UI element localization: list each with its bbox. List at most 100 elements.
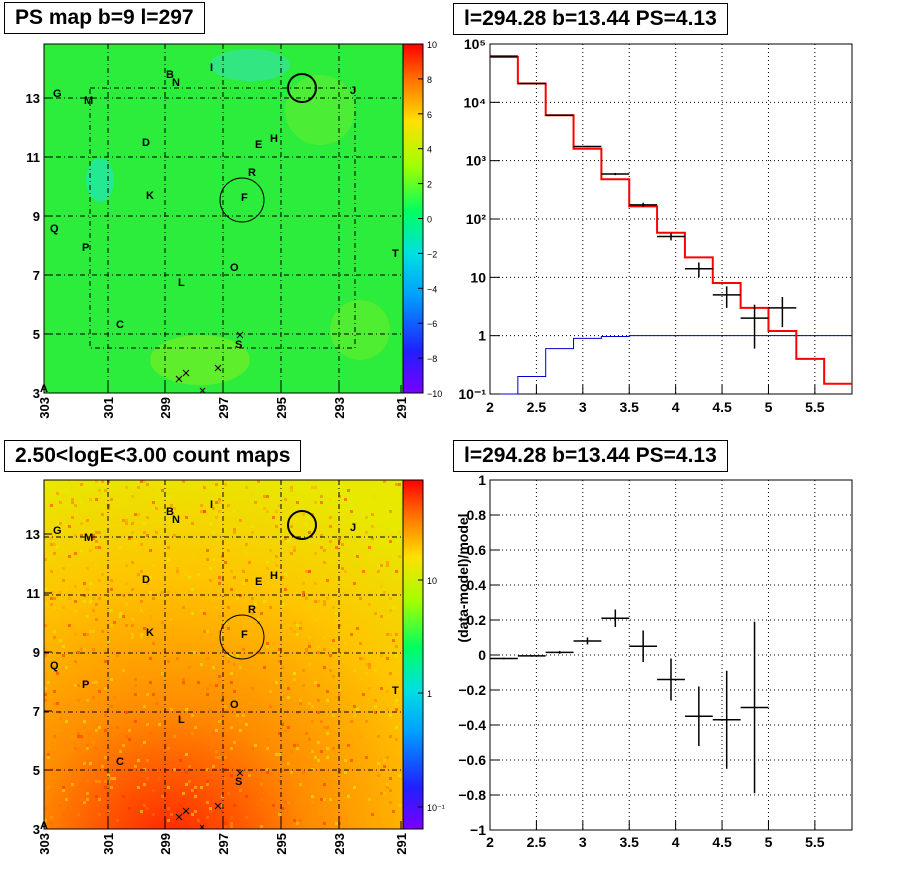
count-map-pixel: [140, 570, 143, 573]
count-map-pixel: [53, 630, 56, 633]
count-map-pixel: [131, 495, 134, 498]
count-map-pixel: [296, 624, 299, 627]
count-map-pixel: [380, 687, 383, 690]
count-map-pixel: [128, 738, 131, 741]
count-map-pixel: [152, 501, 155, 504]
count-map-pixel: [305, 648, 308, 651]
count-map-pixel: [254, 501, 257, 504]
source-label-l: L: [178, 714, 185, 726]
count-map-pixel: [398, 774, 401, 777]
spectrum-title: l=294.28 b=13.44 PS=4.13: [453, 3, 728, 35]
count-map-pixel: [248, 702, 251, 705]
count-map-pixel: [233, 576, 236, 579]
count-map-pixel: [89, 498, 92, 501]
count-map-pixel: [302, 594, 305, 597]
source-label-l: L: [178, 277, 185, 289]
count-map-pixel: [335, 696, 338, 699]
count-map-pixel: [386, 564, 389, 567]
count-map-pixel: [338, 693, 341, 696]
colorbar-tick-label: −8: [427, 354, 437, 364]
count-map-pixel: [140, 543, 143, 546]
count-map-pixel: [83, 726, 86, 729]
count-map-pixel: [53, 666, 56, 669]
spectrum-data-point: [490, 55, 518, 57]
count-map-pixel: [386, 786, 389, 789]
count-map-pixel: [230, 747, 233, 750]
count-map-pixel: [149, 657, 152, 660]
count-map-pixel: [398, 489, 401, 492]
count-map-pixel: [209, 522, 212, 525]
x-tick-label: 291: [394, 833, 409, 855]
count-map-pixel: [74, 552, 77, 555]
count-map-pixel: [221, 693, 224, 696]
residual-data-point: [629, 630, 658, 662]
count-map-pixel: [284, 537, 287, 540]
count-map-pixel: [200, 504, 203, 507]
count-map-pixel: [344, 570, 347, 573]
count-map-pixel: [365, 672, 368, 675]
count-map-pixel: [239, 519, 242, 522]
count-map-pixel: [209, 579, 212, 582]
count-map-pixel: [311, 486, 314, 489]
count-map-pixel: [338, 621, 341, 624]
count-map-pixel: [47, 756, 50, 759]
count-map-pixel: [263, 666, 266, 669]
count-map-pixel: [314, 681, 317, 684]
count-map-pixel: [50, 597, 53, 600]
count-map-pixel: [281, 813, 284, 816]
count-map-pixel: [74, 702, 77, 705]
count-map-pixel: [302, 513, 305, 516]
count-map-pixel: [179, 804, 182, 807]
colorbar-tick-label: 10⁻¹: [427, 803, 445, 813]
count-map-pixel: [233, 528, 236, 531]
count-map-pixel: [161, 621, 164, 624]
count-map-pixel: [59, 522, 62, 525]
count-map-pixel: [311, 750, 314, 753]
count-map-pixel: [359, 657, 362, 660]
count-map-pixel: [200, 609, 203, 612]
count-map-pixel: [50, 570, 53, 573]
spectrum-data-point: [629, 202, 658, 208]
count-map-pixel: [185, 750, 188, 753]
count-map-pixel: [62, 567, 65, 570]
count-map-pixel: [83, 762, 86, 765]
count-map-pixel: [170, 504, 173, 507]
count-map-pixel: [131, 522, 134, 525]
count-map-pixel: [50, 537, 53, 540]
count-map-pixel: [62, 651, 65, 654]
count-map-pixel: [224, 483, 227, 486]
count-map-pixel: [50, 816, 53, 819]
colorbar-tick-label: 2: [427, 180, 432, 190]
spectrum-x-tick-label: 5.5: [805, 399, 825, 415]
count-map-pixel: [254, 600, 257, 603]
count-map-pixel: [266, 747, 269, 750]
x-tick-label: 293: [332, 833, 347, 855]
count-map-pixel: [356, 627, 359, 630]
count-map-pixel: [182, 792, 185, 795]
count-map-pixel: [374, 705, 377, 708]
source-label-t: T: [392, 685, 399, 697]
count-map-pixel: [86, 567, 89, 570]
count-map-pixel: [290, 627, 293, 630]
count-map-pixel: [194, 795, 197, 798]
spectrum-data-point: [573, 145, 602, 148]
residual-panel: 2 2.5 3 3.5 4 4.5 5 5.5 −1 −0.8 −0.6 −0.4 −0.2 0 0.2 0.…: [455, 472, 853, 850]
count-map-pixel: [281, 504, 284, 507]
count-map-pixel: [233, 531, 236, 534]
x-tick-label: 297: [216, 397, 231, 419]
count-map-pixel: [167, 540, 170, 543]
count-map-pixel: [359, 807, 362, 810]
count-map-pixel: [302, 684, 305, 687]
residual-axes: 2 2.5 3 3.5 4 4.5 5 5.5 −1 −0.8 −0.6 −0.4 −0.2 0 0.2 0.…: [455, 472, 825, 850]
count-map-pixel: [386, 783, 389, 786]
count-map-pixel: [389, 633, 392, 636]
ps-map-cross-markers: [175, 331, 244, 394]
count-map-pixel: [134, 678, 137, 681]
count-map-pixel: [104, 714, 107, 717]
count-map-pixel: [143, 783, 146, 786]
count-map-pixel: [137, 486, 140, 489]
count-map-pixel: [212, 666, 215, 669]
count-map-pixel: [323, 636, 326, 639]
count-map-pixel: [125, 564, 128, 567]
count-map-pixel: [86, 792, 89, 795]
